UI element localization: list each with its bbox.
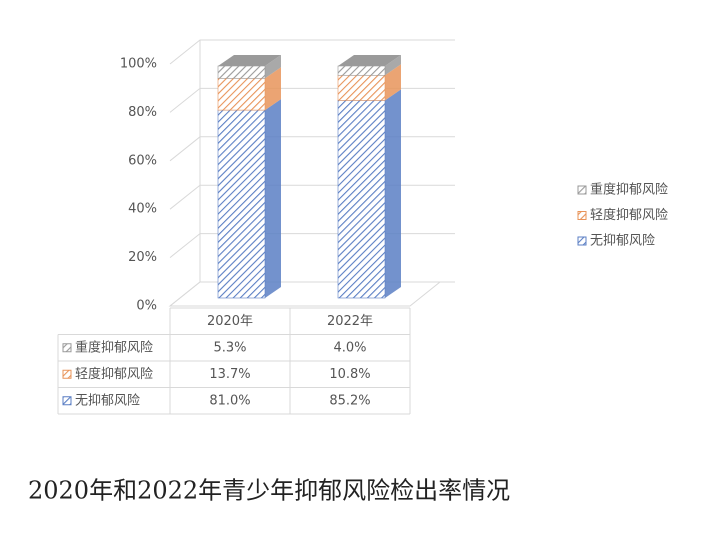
bar-segment <box>337 74 386 101</box>
table-key <box>62 396 72 406</box>
y-tick-label: 0% <box>136 299 157 314</box>
y-tick-label: 80% <box>128 105 157 120</box>
bar-segment <box>337 65 386 76</box>
bar-segment <box>217 65 266 79</box>
table-row-label: 无抑郁风险 <box>75 393 140 408</box>
table-key <box>62 343 72 353</box>
bar-side <box>385 89 401 298</box>
table-row-label: 重度抑郁风险 <box>75 339 153 355</box>
bar-segment <box>217 109 266 299</box>
table-cell: 13.7% <box>209 367 250 382</box>
bar-side <box>385 64 401 101</box>
y-tick-label: 20% <box>128 250 157 265</box>
table-row-label: 轻度抑郁风险 <box>75 366 153 382</box>
table-key <box>62 369 72 379</box>
bar-side <box>265 99 281 298</box>
legend-label: 无抑郁风险 <box>590 234 655 249</box>
legend-label: 重度抑郁风险 <box>590 182 668 198</box>
floor <box>168 281 442 307</box>
bar-top <box>218 55 281 66</box>
legend-swatch <box>577 236 587 246</box>
table-cell: 4.0% <box>333 340 366 355</box>
legend-swatch <box>577 185 587 195</box>
table-cell: 81.0% <box>209 393 250 408</box>
table-header: 2022年 <box>327 314 373 329</box>
chart-title: 2020年和2022年青少年抑郁风险检出率情况 <box>28 477 510 505</box>
table-cell: 10.8% <box>329 367 370 382</box>
legend-label: 轻度抑郁风险 <box>590 207 668 223</box>
y-tick-label: 100% <box>120 57 157 72</box>
legend-swatch <box>577 211 587 220</box>
bar-segment <box>217 77 266 111</box>
y-tick-label: 60% <box>128 153 157 168</box>
bar-side <box>385 55 401 76</box>
table-cell: 85.2% <box>329 393 370 408</box>
bar-segment <box>337 100 386 299</box>
bar-side <box>265 55 281 79</box>
bar-top <box>338 55 401 66</box>
y-tick-label: 40% <box>128 202 157 217</box>
bar-side <box>265 67 281 111</box>
table-cell: 5.3% <box>213 340 246 355</box>
table-header: 2020年 <box>207 314 253 329</box>
